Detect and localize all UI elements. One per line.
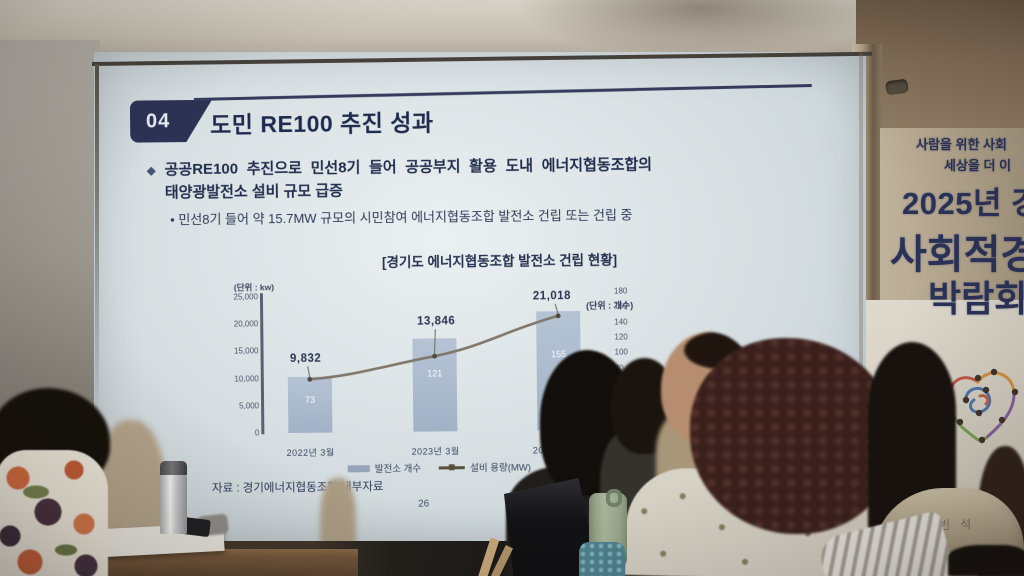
line-swatch-icon: [439, 465, 466, 469]
legend-label: 설비 용량(MW): [470, 462, 531, 475]
event-banner: [880, 128, 1024, 304]
banner-line-3: 2025년 경: [902, 186, 1024, 221]
secondary-axis-tick-label: 140: [614, 317, 628, 327]
y-axis-tick-label: 25,000: [233, 292, 259, 302]
audience-left-woman-floral-blouse: [0, 450, 108, 576]
dot-bullet-icon: •: [170, 212, 175, 228]
chart-legend: 발전소 개수 설비 용량(MW): [347, 459, 531, 476]
y-axis-line: [259, 293, 264, 435]
audience-corner-head: [948, 545, 1024, 576]
slide-badge-slant: [185, 99, 213, 143]
bar-value-label: 121: [427, 368, 443, 379]
bullet-text-line1: 공공RE100 추진으로 민선8기 들어 공공부지 활용 도내 에너지협동조합의: [164, 156, 653, 179]
diamond-bullet-icon: ◆: [146, 163, 156, 178]
water-bottle-cap: [160, 461, 187, 475]
slide-title: 도민 RE100 추진 성과: [210, 109, 434, 138]
secondary-axis-tick-label: 100: [614, 347, 628, 357]
banner-line-5: 박람회: [928, 278, 1024, 319]
chart-bar: [412, 338, 458, 432]
tumbler-handle: [606, 489, 622, 507]
sub-bullet-text: • 민선8기 들어 약 15.7MW 규모의 시민참여 에너지협동조합 발전소 …: [170, 204, 633, 228]
y-axis-tick-label: 10,000: [234, 373, 259, 384]
secondary-axis-tick-label: 180: [613, 286, 628, 296]
y-axis-tick-label: 0: [254, 428, 260, 438]
banner-line-2: 세상을 더 이: [944, 158, 1012, 173]
bar-value-label: 73: [304, 394, 316, 405]
slide-number-badge: 04: [129, 100, 187, 143]
data-point-label: 13,846: [417, 314, 456, 328]
data-point-label: 9,832: [289, 352, 322, 365]
slide-header-rule: [193, 83, 812, 101]
y-axis-tick-label: 5,000: [239, 401, 260, 411]
right-wall: [856, 0, 1024, 136]
page-number: 26: [418, 498, 430, 510]
legend-label: 발전소 개수: [374, 463, 422, 476]
water-bottle: [160, 474, 187, 534]
legend-item: 설비 용량(MW): [439, 459, 531, 474]
y-axis-tick-label: 20,000: [233, 319, 259, 329]
secondary-axis-tick-label: 120: [614, 332, 628, 342]
legend-item: 발전소 개수: [347, 461, 422, 476]
audience-woman-curly-hair: [690, 338, 897, 534]
bar-swatch-icon: [347, 464, 370, 472]
x-axis-label: 2022년 3월: [286, 447, 335, 459]
data-point-label: 21,018: [532, 289, 572, 303]
secondary-axis-tick-label: 160: [614, 301, 628, 311]
sub-bullet-label: 민선8기 들어 약 15.7MW 규모의 시민참여 에너지협동조합 발전소 건립…: [178, 207, 633, 228]
projection-screen: [94, 52, 866, 545]
banner-line-4: 사회적경: [890, 233, 1024, 277]
source-text: 자료 : 경기에너지협동조합 내부자료: [211, 481, 384, 495]
crochet-pouch: [579, 542, 625, 576]
banner-line-1: 사람을 위한 사회: [916, 137, 1007, 152]
y-axis-tick-label: 15,000: [234, 346, 259, 356]
chart-caption: [경기도 에너지협동조합 발전소 건립 현황]: [381, 252, 618, 271]
screen-left-edge: [95, 64, 99, 424]
x-axis-label: 2023년 3월: [411, 446, 460, 457]
screen-right-edge: [859, 52, 863, 546]
bullet-text-line2: 태양광발전소 설비 규모 급증: [164, 182, 344, 202]
